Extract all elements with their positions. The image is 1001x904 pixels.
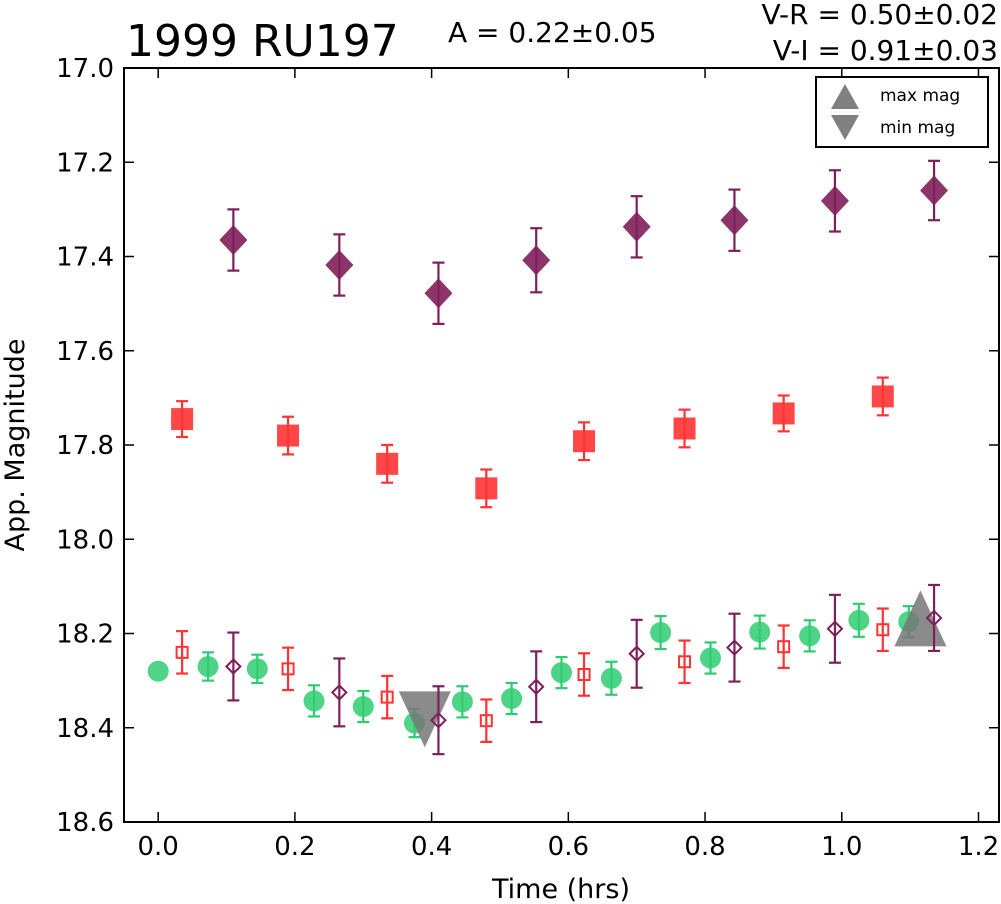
data-point-diamond [424,278,453,309]
data-point-open-diamond [224,658,242,675]
data-point-circle [799,625,821,647]
data-point-diamond [522,245,551,276]
data-point-circle [650,622,672,644]
data-point-square [871,385,894,408]
data-point-open-diamond [430,711,447,729]
legend-min-mag-label: min mag [880,118,955,138]
x-tick-label: 1.0 [821,832,862,862]
data-point-circle [749,621,771,643]
data-point-open-square [577,667,591,681]
data-point-circle [551,662,572,684]
series-square-filled [171,376,894,509]
y-tick-label: 18.4 [56,714,114,744]
plot-frame [123,67,1000,823]
x-tick-label: 0.0 [138,832,179,862]
data-point-square [376,452,399,475]
data-point-circle [246,658,268,680]
data-point-circle [352,696,374,718]
y-tick-label: 18.6 [56,808,114,838]
x-tick-label: 0.6 [548,832,589,862]
data-point-square [475,477,498,500]
data-point-square [772,402,795,425]
data-point-open-diamond [527,678,545,696]
data-point-diamond [720,205,749,236]
data-point-diamond [920,175,949,206]
amplitude-annotation: A = 0.22±0.05 [448,16,657,49]
series-diamond-filled [219,159,949,325]
data-point-square [573,430,596,453]
data-point-open-diamond [628,645,646,663]
data-point-open-square [678,655,692,669]
data-point-circle [501,688,523,710]
y-tick-label: 17.8 [56,431,114,461]
data-point-open-square [175,645,189,659]
data-point-square [277,424,300,447]
data-point-diamond [219,225,248,256]
v-r-annotation: V-R = 0.50±0.02 [762,0,998,31]
data-point-open-diamond [726,639,743,657]
data-point-circle [197,655,219,677]
data-point-open-diamond [925,609,943,627]
legend: max mag min mag [815,76,989,148]
y-axis-label: App. Magnitude [0,339,31,552]
data-point-open-diamond [330,683,348,701]
data-point-circle [700,647,722,669]
data-point-open-square [380,690,394,704]
data-point-open-square [281,662,295,676]
y-tick-label: 17.2 [56,148,114,178]
series-circle-filled [147,602,920,739]
y-tick-label: 17.6 [56,337,114,367]
data-point-open-diamond [826,620,844,638]
data-point-circle [848,609,870,631]
x-tick-label: 1.2 [958,832,999,862]
data-point-diamond [820,185,849,216]
y-tick-label: 17.0 [56,54,114,84]
legend-min-mag-marker [831,115,859,140]
x-tick-label: 0.8 [684,832,725,862]
x-tick-label: 0.4 [411,832,452,862]
data-point-circle [147,660,169,682]
data-point-open-square [479,714,493,728]
data-point-diamond [325,249,354,280]
series-diamond-open [224,583,943,756]
data-point-diamond [622,211,651,242]
series-square-open [175,607,890,743]
data-marks [147,159,949,756]
y-tick-label: 17.4 [56,243,114,273]
data-point-open-square [876,623,890,637]
y-tick-label: 18.2 [56,620,114,650]
data-point-circle [303,690,325,712]
data-point-circle [451,691,473,713]
data-point-square [673,417,696,440]
data-point-open-square [777,640,791,654]
data-point-circle [600,667,622,689]
x-axis-label: Time (hrs) [491,874,630,904]
v-i-annotation: V-I = 0.91±0.03 [773,34,998,67]
y-tick-label: 18.0 [56,525,114,555]
chart-title: 1999 RU197 [126,16,399,67]
axis-ticks: 0.0 0.2 0.4 0.6 0.8 1.0 1.2 17.0 17.2 17.4 17.6 17.… [56,54,999,862]
x-tick-label: 0.2 [274,832,315,862]
legend-max-mag-marker [831,84,859,109]
legend-max-mag-label: max mag [880,86,960,106]
data-point-square [171,408,194,431]
